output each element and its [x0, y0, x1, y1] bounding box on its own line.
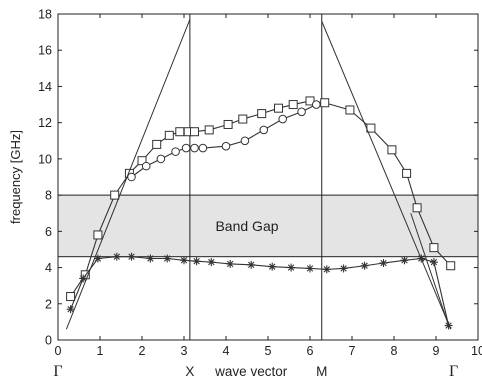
- data-point-square: [320, 98, 330, 108]
- data-point-square: [412, 203, 422, 213]
- y-tick-label: 2: [45, 297, 52, 311]
- series-line: [321, 21, 452, 330]
- data-point-circle: [141, 161, 151, 171]
- data-point-circle: [190, 143, 199, 153]
- x-tick-label: 0: [55, 344, 62, 358]
- symmetry-point-label: Γ: [449, 363, 458, 380]
- data-point-star: [180, 256, 188, 265]
- data-point-square: [175, 127, 185, 137]
- symmetry-point-label: M: [316, 364, 327, 379]
- y-tick-label: 18: [38, 8, 52, 22]
- data-point-square: [190, 127, 199, 137]
- symmetry-point-label: Γ: [53, 363, 62, 380]
- band-gap-label: Band Gap: [215, 218, 278, 234]
- data-point-square: [110, 190, 120, 200]
- data-point-square: [288, 100, 298, 110]
- data-point-star: [379, 259, 388, 268]
- y-tick-label: 8: [45, 189, 52, 203]
- data-point-star: [247, 260, 256, 269]
- data-point-square: [345, 105, 355, 115]
- x-tick-label: 9: [433, 344, 440, 358]
- x-tick-label: 8: [391, 344, 398, 358]
- data-point-star: [163, 254, 172, 263]
- data-point-star: [322, 265, 331, 274]
- plot-frame: [57, 13, 479, 341]
- data-point-star: [268, 262, 277, 271]
- data-point-star: [66, 305, 75, 314]
- x-tick-label: 5: [265, 344, 272, 358]
- x-tick-label: 6: [307, 344, 314, 358]
- data-point-square: [204, 125, 214, 135]
- x-tick-label: 4: [223, 344, 230, 358]
- y-tick-label: 6: [45, 225, 52, 239]
- data-point-square: [137, 156, 147, 166]
- y-tick-label: 4: [45, 261, 52, 275]
- y-tick-label: 16: [38, 44, 52, 58]
- data-point-star: [207, 258, 216, 267]
- data-point-star: [93, 254, 102, 263]
- x-tick-label: 3: [181, 344, 188, 358]
- data-point-star: [79, 274, 88, 283]
- y-tick-label: 10: [38, 152, 52, 166]
- data-point-star: [400, 256, 409, 265]
- data-point-star: [127, 252, 136, 261]
- data-point-circle: [240, 136, 250, 146]
- data-point-square: [402, 168, 412, 178]
- symmetry-point-label: X: [185, 364, 194, 379]
- series-line: [70, 256, 450, 326]
- data-point-circle: [156, 154, 166, 164]
- data-point-square: [238, 114, 248, 124]
- y-tick-label: 12: [38, 116, 52, 130]
- x-tick-label: 2: [139, 344, 146, 358]
- y-axis-label: frequency [GHz]: [8, 130, 23, 224]
- data-point-star: [287, 263, 296, 272]
- data-point-star: [112, 252, 121, 261]
- data-point-square: [446, 261, 456, 271]
- data-point-circle: [278, 114, 288, 124]
- x-tick-label: 7: [349, 344, 356, 358]
- data-point-circle: [312, 100, 321, 109]
- data-point-square: [429, 243, 439, 253]
- series-line: [410, 213, 450, 326]
- data-point-circle: [127, 172, 136, 182]
- data-point-square: [152, 139, 162, 149]
- x-axis-label: wave vector: [214, 364, 288, 379]
- data-point-star: [429, 258, 438, 267]
- data-point-square: [93, 230, 103, 240]
- data-point-star: [339, 264, 348, 273]
- data-point-circle: [297, 107, 306, 117]
- data-point-square: [274, 103, 283, 113]
- data-point-star: [306, 264, 314, 273]
- data-point-square: [257, 109, 267, 119]
- x-tick-label: 1: [97, 344, 104, 358]
- data-point-square: [66, 292, 76, 302]
- data-point-star: [192, 257, 201, 266]
- data-point-circle: [181, 143, 191, 153]
- series-line: [65, 19, 191, 330]
- data-point-star: [146, 254, 155, 263]
- data-point-square: [164, 130, 174, 140]
- y-tick-label: 0: [45, 334, 52, 348]
- data-point-circle: [221, 141, 231, 151]
- data-point-star: [360, 261, 369, 270]
- data-point-circle: [259, 125, 269, 135]
- data-point-star: [226, 259, 235, 268]
- data-point-circle: [171, 147, 180, 156]
- data-point-square: [223, 119, 233, 129]
- x-tick-label: 10: [471, 344, 482, 358]
- data-point-square: [387, 145, 397, 155]
- data-point-circle: [198, 143, 208, 153]
- y-tick-label: 14: [38, 80, 52, 94]
